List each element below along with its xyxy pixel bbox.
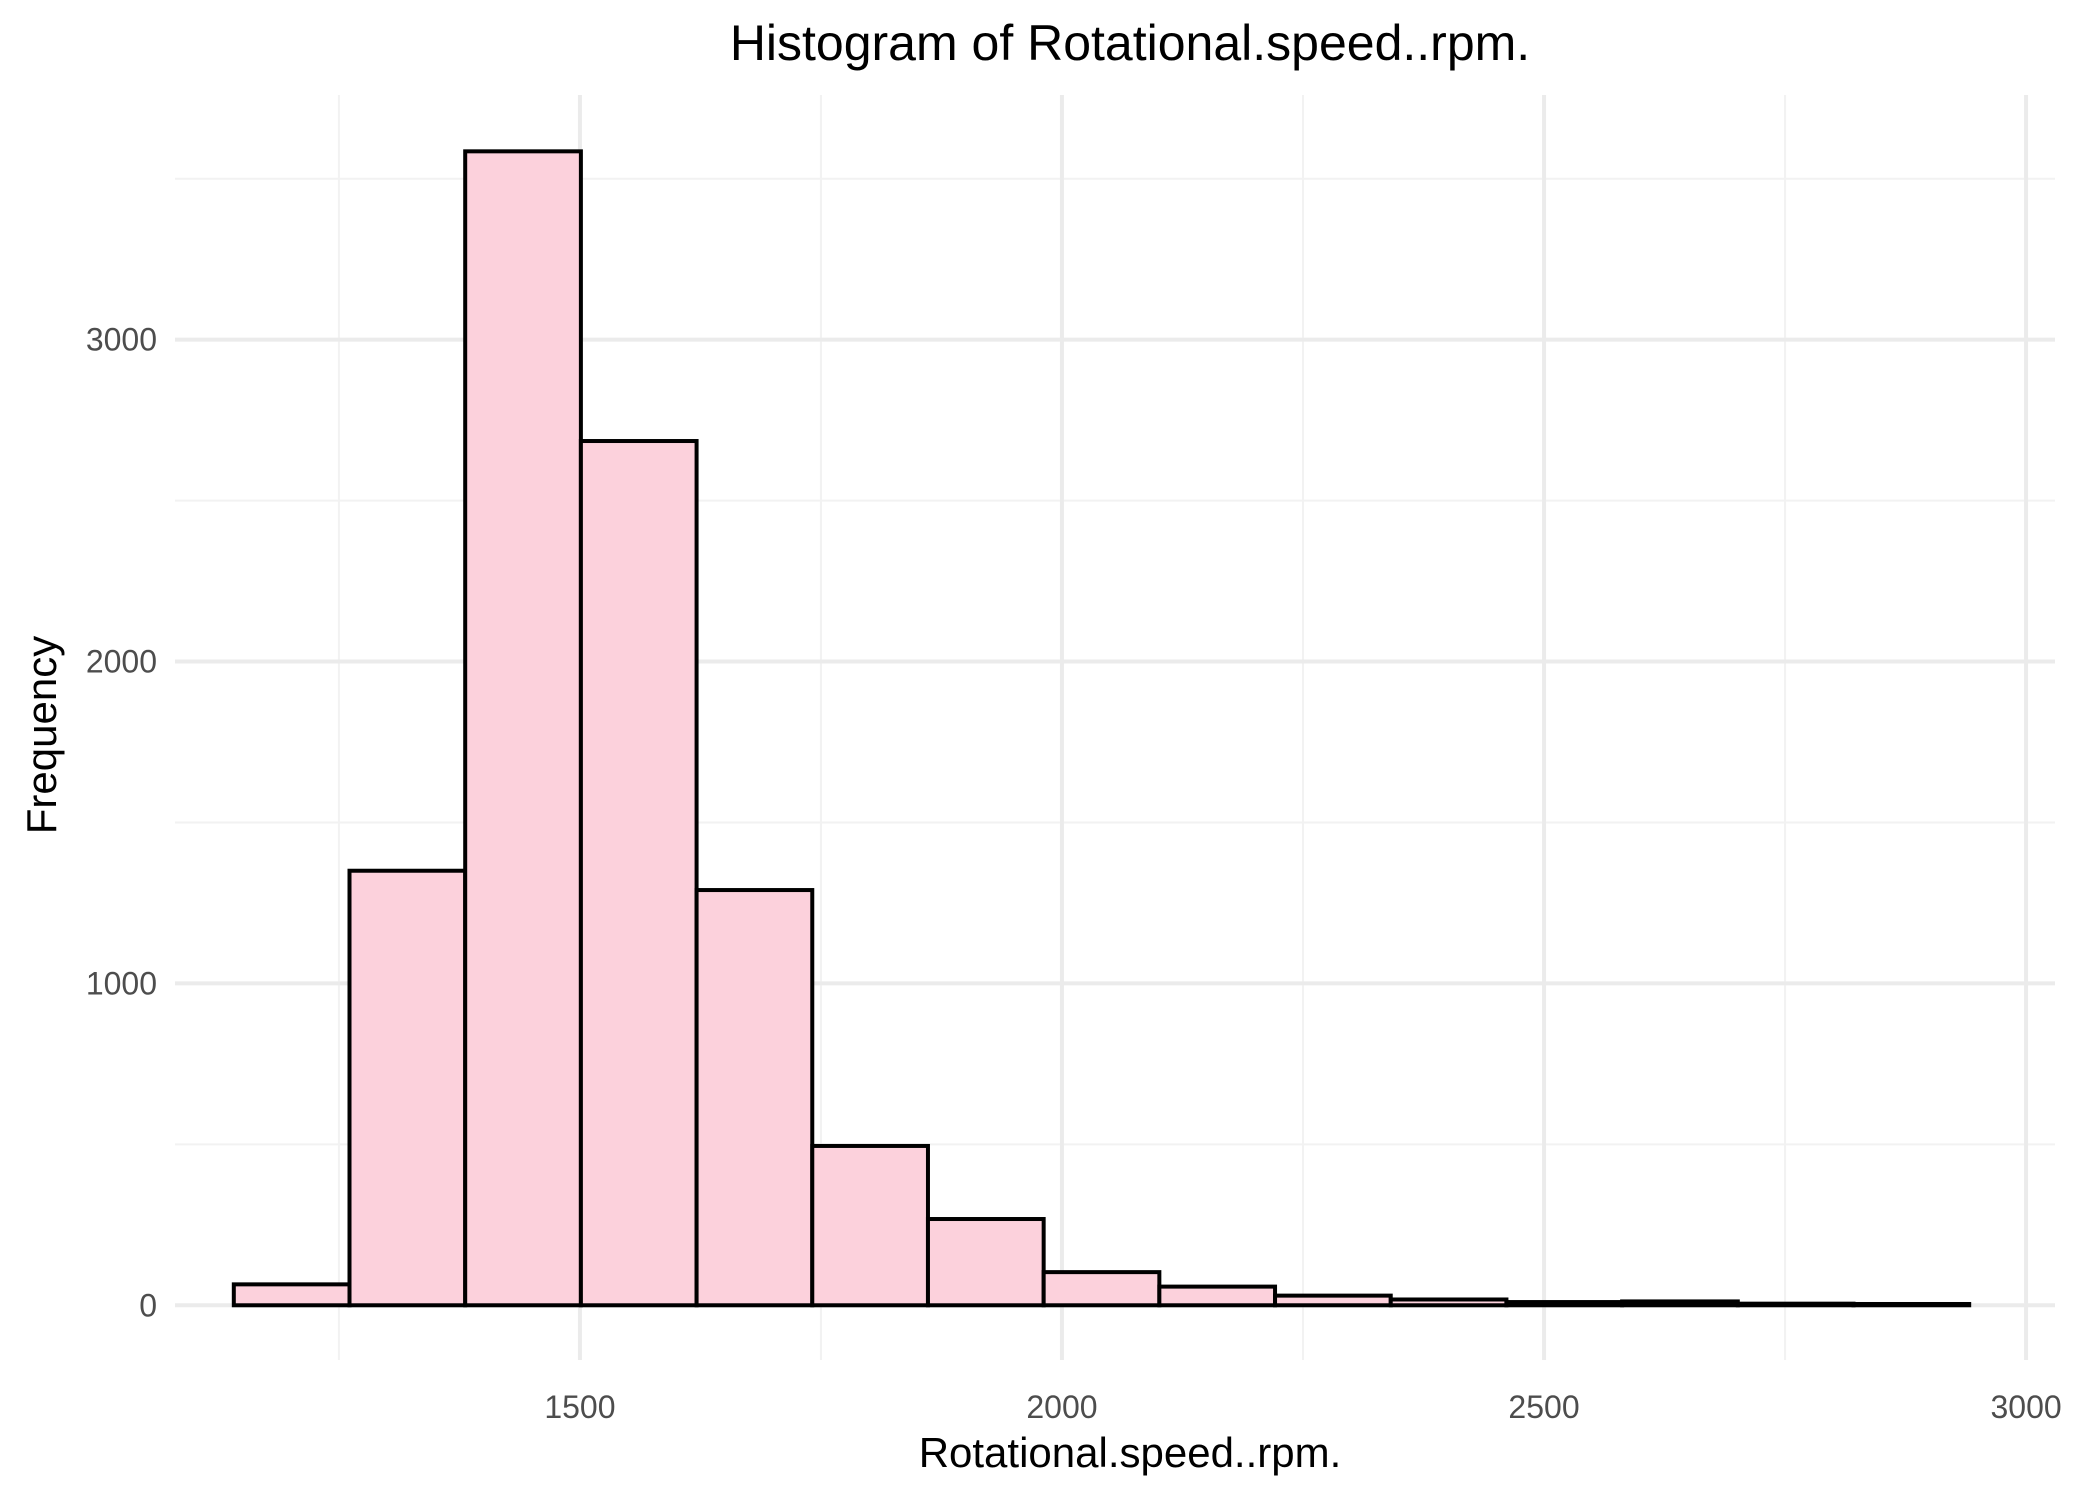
x-tick-label: 2500 [1508, 1389, 1579, 1425]
histogram-bar [1851, 1301, 1972, 1308]
histogram-bar [1388, 1297, 1509, 1308]
histogram-bar [694, 888, 815, 1308]
x-axis-tick-labels: 1500 2000 2500 3000 [544, 1389, 2061, 1425]
histogram-bar [463, 149, 583, 1308]
histogram-bar [347, 868, 468, 1308]
chart-title: Histogram of Rotational.speed..rpm. [730, 15, 1530, 71]
y-tick-label: 2000 [86, 644, 157, 680]
histogram-bar [1620, 1299, 1740, 1308]
histogram-bar [925, 1217, 1046, 1308]
y-tick-label: 3000 [86, 322, 157, 358]
histogram-bar [1735, 1301, 1856, 1308]
x-axis-label: Rotational.speed..rpm. [919, 1429, 1342, 1476]
x-tick-label: 3000 [1990, 1389, 2061, 1425]
histogram-bar [1273, 1293, 1393, 1308]
histogram-bar [231, 1282, 352, 1308]
histogram-bar [1504, 1300, 1625, 1308]
histogram-bar [810, 1143, 930, 1308]
histogram-bar [1041, 1270, 1162, 1308]
histogram-bar [1157, 1284, 1278, 1308]
y-tick-label: 1000 [86, 965, 157, 1001]
y-axis-label: Frequency [18, 636, 65, 834]
x-tick-label: 2000 [1026, 1389, 1097, 1425]
y-tick-label: 0 [139, 1287, 157, 1323]
y-axis-tick-labels: 0 1000 2000 3000 [86, 322, 157, 1324]
x-tick-label: 1500 [544, 1389, 615, 1425]
histogram-bars [231, 149, 1972, 1308]
histogram-bar [578, 439, 699, 1308]
